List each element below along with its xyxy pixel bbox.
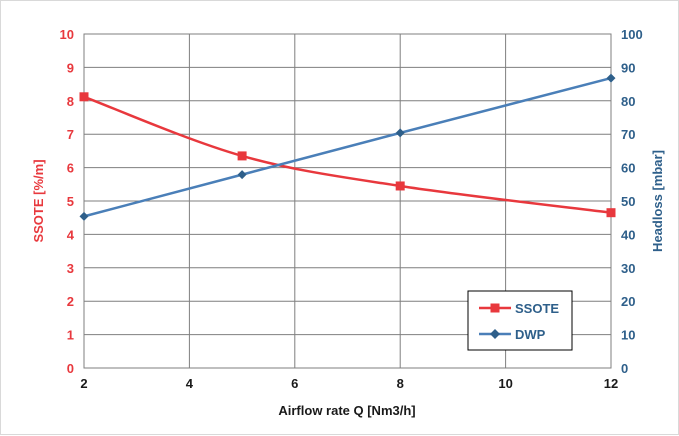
- legend-marker-ssote: [490, 303, 500, 313]
- x-tick-label: 4: [186, 376, 194, 391]
- x-tick-label: 2: [80, 376, 87, 391]
- y-left-tick-label: 5: [67, 194, 74, 209]
- y-left-tick-label: 6: [67, 161, 74, 176]
- y-right-tick-label: 70: [621, 127, 635, 142]
- data-point-dwp: [395, 128, 405, 138]
- x-axis-title: Airflow rate Q [Nm3/h]: [278, 403, 415, 418]
- legend-label-ssote: SSOTE: [515, 301, 559, 316]
- data-point-dwp: [79, 211, 89, 221]
- data-point-ssote: [79, 92, 89, 102]
- left-axis-ticks: 0 1 2 3 4 5 6 7 8 9 10: [60, 27, 75, 376]
- y-right-tick-label: 40: [621, 227, 635, 242]
- data-point-dwp: [237, 170, 247, 180]
- y-left-tick-label: 10: [60, 27, 74, 42]
- data-point-ssote: [237, 151, 247, 161]
- y-left-tick-label: 4: [67, 227, 75, 242]
- right-axis-ticks: 0 10 20 30 40 50 60 70 80 90 100: [621, 27, 643, 376]
- series-line-dwp: [83, 76, 612, 218]
- x-axis-ticks: 2 4 6 8 10 12: [80, 376, 618, 391]
- y-right-tick-label: 90: [621, 60, 635, 75]
- data-point-ssote: [606, 208, 616, 218]
- legend-label-dwp: DWP: [515, 327, 546, 342]
- y-left-tick-label: 2: [67, 294, 74, 309]
- y-right-tick-label: 10: [621, 328, 635, 343]
- y-right-tick-label: 30: [621, 261, 635, 276]
- x-tick-label: 6: [291, 376, 298, 391]
- legend-marker-dwp: [490, 329, 500, 339]
- series-line-ssote: [83, 95, 612, 214]
- data-point-dwp: [606, 73, 616, 83]
- x-tick-label: 10: [498, 376, 512, 391]
- y-right-tick-label: 0: [621, 361, 628, 376]
- x-tick-label: 8: [397, 376, 404, 391]
- y-right-tick-label: 50: [621, 194, 635, 209]
- y-right-tick-label: 80: [621, 94, 635, 109]
- y-left-tick-label: 0: [67, 361, 74, 376]
- y-left-tick-label: 9: [67, 60, 74, 75]
- y-right-tick-label: 100: [621, 27, 643, 42]
- y-left-tick-label: 8: [67, 94, 74, 109]
- y-left-tick-label: 3: [67, 261, 74, 276]
- y-left-tick-label: 1: [67, 328, 74, 343]
- y-left-tick-label: 7: [67, 127, 74, 142]
- data-point-ssote: [395, 181, 405, 191]
- y-right-tick-label: 20: [621, 294, 635, 309]
- series-layer: [79, 73, 616, 221]
- x-tick-label: 12: [604, 376, 618, 391]
- left-axis-title: SSOTE [%/m]: [31, 159, 46, 242]
- y-right-tick-label: 60: [621, 161, 635, 176]
- legend-box: [467, 290, 573, 351]
- right-axis-title: Headloss [mbar]: [650, 150, 665, 252]
- legend: SSOTE DWP: [467, 290, 573, 351]
